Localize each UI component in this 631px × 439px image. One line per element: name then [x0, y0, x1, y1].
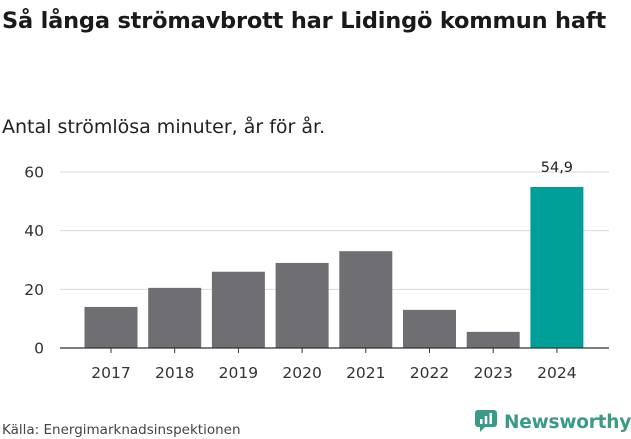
y-tick-label-0: 0: [34, 340, 44, 358]
bar-2020: [275, 262, 329, 348]
x-tick-label-2023: 2023: [473, 364, 512, 382]
newsworthy-logo-icon: [474, 408, 498, 436]
bar-2023: [466, 331, 520, 348]
brand-logo: Newsworthy: [474, 409, 631, 435]
source-note: Källa: Energimarknadsinspektionen: [2, 422, 241, 438]
chart-title: Så långa strömavbrott har Lidingö kommun…: [2, 8, 606, 34]
y-tick-label-40: 40: [24, 222, 44, 240]
x-tick-label-2022: 2022: [410, 364, 449, 382]
x-tick-label-2024: 2024: [537, 364, 576, 382]
bar-2018: [148, 287, 202, 348]
x-tick-label-2017: 2017: [91, 364, 130, 382]
y-tick-label-60: 60: [24, 164, 44, 182]
bar-chart: 0 20 40 60 2017 2018 2019 2020 2021 2022 2023 2024 5…: [24, 160, 609, 382]
bar-2017: [84, 306, 138, 348]
x-tick-label-2021: 2021: [346, 364, 385, 382]
x-tick-label-2020: 2020: [282, 364, 321, 382]
bar-2022: [403, 309, 456, 348]
data-label-2024: 54,9: [541, 160, 573, 176]
brand-name: Newsworthy: [504, 411, 631, 433]
bar-2021: [339, 251, 393, 348]
bar-2019: [211, 271, 265, 348]
bar-2024: [530, 186, 584, 348]
chart-subtitle: Antal strömlösa minuter, år för år.: [2, 116, 326, 138]
x-tick-label-2018: 2018: [155, 364, 194, 382]
x-tick-label-2019: 2019: [219, 364, 258, 382]
y-tick-label-20: 20: [24, 281, 44, 299]
